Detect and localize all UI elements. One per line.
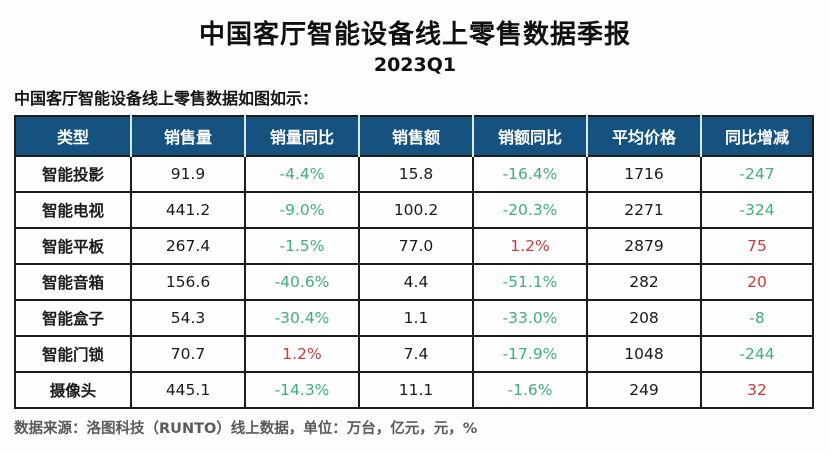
cell-yoy_change: 75 [700, 227, 814, 265]
table-row: 智能音箱 156.6 -40.6% 4.4 -51.1% 282 20 [14, 263, 814, 301]
cell-volume_yoy: -40.6% [244, 263, 360, 301]
cell-sales_volume: 91.9 [130, 155, 246, 193]
cell-avg_price: 1048 [586, 335, 702, 373]
col-header-type: 类型 [15, 116, 131, 156]
cell-yoy_change: -244 [700, 335, 814, 373]
cell-avg_price: 249 [586, 371, 702, 409]
cell-yoy_change: -324 [700, 191, 814, 229]
cell-sales_volume: 70.7 [130, 335, 246, 373]
cell-sales_value: 77.0 [358, 227, 474, 265]
cell-avg_price: 2271 [586, 191, 702, 229]
cell-sales_value: 7.4 [358, 335, 474, 373]
cell-type: 智能电视 [14, 191, 132, 229]
cell-sales_volume: 441.2 [130, 191, 246, 229]
cell-value_yoy: 1.2% [472, 227, 588, 265]
cell-sales_value: 1.1 [358, 299, 474, 337]
cell-volume_yoy: -4.4% [244, 155, 360, 193]
table-row: 智能门锁 70.7 1.2% 7.4 -17.9% 1048 -244 [14, 335, 814, 373]
cell-yoy_change: 32 [700, 371, 814, 409]
table-row: 智能投影 91.9 -4.4% 15.8 -16.4% 1716 -247 [14, 155, 814, 193]
col-header-avg-price: 平均价格 [586, 116, 701, 156]
retail-data-table: 类型 销售量 销量同比 销售额 销额同比 平均价格 同比增减 智能投影 91.9-… [14, 115, 814, 409]
table-header-row: 类型 销售量 销量同比 销售额 销额同比 平均价格 同比增减 [15, 116, 813, 156]
cell-sales_volume: 267.4 [130, 227, 246, 265]
cell-avg_price: 1716 [586, 155, 702, 193]
col-header-sales-value: 销售额 [358, 116, 473, 156]
cell-type: 智能平板 [14, 227, 132, 265]
cell-sales_value: 4.4 [358, 263, 474, 301]
col-header-volume-yoy: 销量同比 [244, 116, 359, 156]
intro-text: 中国客厅智能设备线上零售数据如图如示： [14, 89, 319, 108]
cell-value_yoy: -1.6% [472, 371, 588, 409]
table-row: 智能电视 441.2 -9.0% 100.2 -20.3% 2271 -324 [14, 191, 814, 229]
table-row: 智能平板 267.4 -1.5% 77.0 1.2% 2879 75 [14, 227, 814, 265]
table-row: 摄像头 445.1 -14.3% 11.1 -1.6% 249 32 [14, 371, 814, 409]
page-subtitle: 2023Q1 [373, 54, 457, 76]
cell-sales_volume: 445.1 [130, 371, 246, 409]
cell-sales_value: 11.1 [358, 371, 474, 409]
cell-type: 智能投影 [14, 155, 132, 193]
cell-sales_volume: 54.3 [130, 299, 246, 337]
cell-sales_value: 15.8 [358, 155, 474, 193]
cell-type: 摄像头 [14, 371, 132, 409]
cell-type: 智能门锁 [14, 335, 132, 373]
cell-avg_price: 282 [586, 263, 702, 301]
col-header-sales-volume: 销售量 [130, 116, 245, 156]
cell-value_yoy: -33.0% [472, 299, 588, 337]
cell-yoy_change: 20 [700, 263, 814, 301]
cell-volume_yoy: -1.5% [244, 227, 360, 265]
cell-value_yoy: -16.4% [472, 155, 588, 193]
cell-type: 智能盒子 [14, 299, 132, 337]
cell-sales_value: 100.2 [358, 191, 474, 229]
cell-volume_yoy: -30.4% [244, 299, 360, 337]
cell-sales_volume: 156.6 [130, 263, 246, 301]
cell-value_yoy: -20.3% [472, 191, 588, 229]
source-note: 数据来源：洛图科技（RUNTO）线上数据，单位：万台，亿元，元，% [14, 421, 478, 437]
cell-avg_price: 208 [586, 299, 702, 337]
col-header-value-yoy: 销额同比 [472, 116, 587, 156]
cell-value_yoy: -17.9% [472, 335, 588, 373]
cell-yoy_change: -247 [700, 155, 814, 193]
cell-value_yoy: -51.1% [472, 263, 588, 301]
cell-volume_yoy: 1.2% [244, 335, 360, 373]
page-title: 中国客厅智能设备线上零售数据季报 [198, 20, 631, 50]
cell-yoy_change: -8 [700, 299, 814, 337]
col-header-yoy-change: 同比增减 [700, 116, 813, 156]
cell-volume_yoy: -14.3% [244, 371, 360, 409]
cell-type: 智能音箱 [14, 263, 132, 301]
cell-volume_yoy: -9.0% [244, 191, 360, 229]
cell-avg_price: 2879 [586, 227, 702, 265]
table-row: 智能盒子 54.3 -30.4% 1.1 -33.0% 208 -8 [14, 299, 814, 337]
